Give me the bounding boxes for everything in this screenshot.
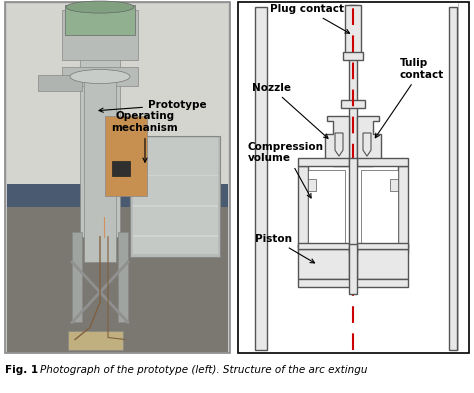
Bar <box>398 166 408 247</box>
Bar <box>357 245 408 253</box>
Text: Nozzle: Nozzle <box>252 83 328 138</box>
Bar <box>308 170 345 243</box>
Bar <box>357 158 408 166</box>
Text: Compression
volume: Compression volume <box>248 141 324 198</box>
Bar <box>72 232 82 322</box>
Polygon shape <box>357 116 381 166</box>
Bar <box>133 235 218 237</box>
Bar <box>341 100 365 108</box>
Bar <box>361 170 398 243</box>
Bar <box>7 184 228 206</box>
Bar <box>84 81 116 262</box>
Bar <box>133 175 218 176</box>
Text: Prototype: Prototype <box>99 100 207 112</box>
Polygon shape <box>325 116 349 166</box>
Bar <box>345 5 361 55</box>
Bar <box>62 68 138 86</box>
Text: Piston: Piston <box>255 234 315 263</box>
Bar <box>112 161 130 176</box>
Text: Photograph of the prototype (left). Structure of the arc extingu: Photograph of the prototype (left). Stru… <box>40 365 367 375</box>
Bar <box>343 52 363 61</box>
Bar <box>118 232 128 322</box>
Polygon shape <box>363 133 371 156</box>
Text: Plug contact: Plug contact <box>270 4 349 33</box>
Bar <box>238 2 469 353</box>
Bar <box>7 206 228 352</box>
Polygon shape <box>335 133 343 156</box>
Bar <box>7 4 228 186</box>
Bar <box>65 5 135 35</box>
Bar <box>255 7 267 349</box>
Bar <box>308 179 316 191</box>
Ellipse shape <box>70 70 130 84</box>
Bar <box>298 249 349 279</box>
Ellipse shape <box>66 1 134 13</box>
Bar <box>298 279 408 287</box>
Bar <box>298 243 408 249</box>
Bar <box>105 116 147 196</box>
Bar <box>38 75 82 91</box>
Text: Operating
mechanism: Operating mechanism <box>111 111 178 162</box>
Bar <box>298 166 308 247</box>
Bar <box>298 245 349 253</box>
Bar <box>298 158 349 166</box>
Bar <box>130 136 220 257</box>
Bar <box>449 7 457 349</box>
Text: Fig. 1: Fig. 1 <box>5 365 38 375</box>
Bar <box>5 2 230 353</box>
Bar <box>349 158 357 253</box>
Bar <box>357 249 408 279</box>
Bar <box>390 179 398 191</box>
Text: Tulip
contact: Tulip contact <box>375 58 444 138</box>
Bar <box>133 205 218 206</box>
Bar <box>349 244 357 294</box>
Bar <box>80 25 120 237</box>
Bar <box>133 138 218 254</box>
Bar <box>349 5 357 161</box>
Bar <box>62 10 138 61</box>
Bar <box>68 331 123 349</box>
